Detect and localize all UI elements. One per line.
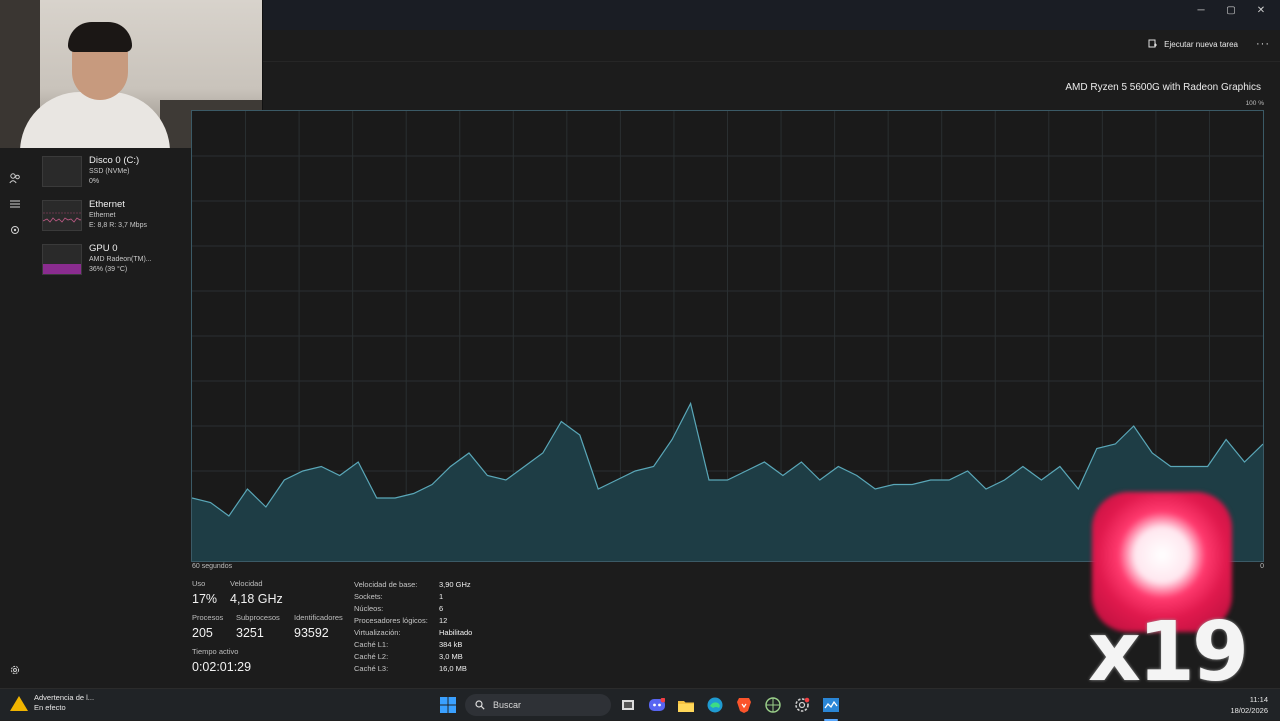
cpu-usage-graph xyxy=(191,110,1264,562)
details-list-icon[interactable] xyxy=(8,198,22,212)
more-options-icon[interactable]: ··· xyxy=(1256,38,1270,50)
uptime-label: Tiempo activo xyxy=(192,647,239,656)
device-name: Disco 0 (C:) xyxy=(89,155,140,166)
device-type: AMD Radeon(TM)... xyxy=(89,256,152,263)
services-icon[interactable] xyxy=(8,224,22,238)
usage-stat: Uso 17% xyxy=(192,579,217,606)
device-ethernet[interactable]: Ethernet Ethernet E: 8,8 R: 3,7 Mbps xyxy=(36,194,188,238)
threads-label: Subprocesos xyxy=(236,613,280,622)
warning-icon xyxy=(10,695,28,711)
uptime-value: 0:02:01:29 xyxy=(192,660,252,674)
taskbar: Advertencia de l... En efecto Buscar 11:… xyxy=(0,688,1280,721)
search-placeholder: Buscar xyxy=(493,700,522,710)
spec-row: Núcleos: 6 xyxy=(354,604,444,613)
cpu-usage-chart xyxy=(192,111,1263,561)
task-manager-window: ─ ▢ ✕ Ejecutar nueva tarea ··· xyxy=(0,0,1270,694)
spec-row: Caché L1: 384 kB xyxy=(354,640,463,649)
spec-row: Procesadores lógicos: 12 xyxy=(354,616,448,625)
cpu-usage-line xyxy=(192,401,1263,517)
new-task-label: Ejecutar nueva tarea xyxy=(1164,39,1238,49)
device-gpu[interactable]: GPU 0 AMD Radeon(TM)... 36% (39 °C) xyxy=(36,238,188,282)
usage-label: Uso xyxy=(192,579,206,588)
threads-value: 3251 xyxy=(236,626,264,640)
new-task-icon xyxy=(1148,39,1158,48)
device-list: Disco 0 (C:) SSD (NVMe) 0% Ethernet Ethe… xyxy=(36,150,188,282)
graph-time-label: 60 segundos xyxy=(192,563,233,570)
warning-title: Advertencia de l... xyxy=(34,693,95,702)
discord-icon[interactable] xyxy=(646,694,668,716)
handles-value: 93592 xyxy=(294,626,329,640)
threads-stat: Subprocesos 3251 xyxy=(236,613,280,640)
maximize-icon[interactable]: ▢ xyxy=(1226,4,1236,16)
cpu-usage-area xyxy=(192,403,1263,561)
app-globe-icon[interactable] xyxy=(762,694,784,716)
disk-thumbnail xyxy=(42,156,82,187)
handles-stat: Identificadores 93592 xyxy=(294,613,343,640)
cpu-model-name: AMD Ryzen 5 5600G with Radeon Graphics xyxy=(1065,82,1261,93)
settings-gear-icon[interactable] xyxy=(8,664,22,678)
device-usage: E: 8,8 R: 3,7 Mbps xyxy=(89,222,147,229)
device-type: SSD (NVMe) xyxy=(89,168,130,175)
usage-value: 17% xyxy=(192,592,218,606)
graph-min-label: 0 xyxy=(1260,563,1264,570)
handles-label: Identificadores xyxy=(294,613,343,622)
device-name: GPU 0 xyxy=(89,243,118,254)
spec-row: Caché L3: 16,0 MB xyxy=(354,664,467,673)
task-view-icon[interactable] xyxy=(617,694,639,716)
combo-overlay: x19 xyxy=(1080,492,1249,694)
warning-subtitle: En efecto xyxy=(34,703,66,712)
minimize-icon[interactable]: ─ xyxy=(1197,4,1205,16)
clock-time: 11:14 xyxy=(1249,695,1268,704)
app-settings-icon[interactable] xyxy=(791,694,813,716)
processes-label: Procesos xyxy=(192,613,224,622)
device-name: Ethernet xyxy=(89,199,125,210)
device-type: Ethernet xyxy=(89,212,116,219)
processes-stat: Procesos 205 xyxy=(192,613,223,640)
brave-browser-icon[interactable] xyxy=(733,694,755,716)
speed-label: Velocidad xyxy=(230,579,263,588)
clock-icon xyxy=(1092,492,1232,632)
speed-value: 4,18 GHz xyxy=(230,592,283,606)
ethernet-thumbnail xyxy=(42,200,82,231)
spec-row: Velocidad de base: 3,90 GHz xyxy=(354,580,471,589)
spec-row: Sockets: 1 xyxy=(354,592,444,601)
clock-date: 18/02/2026 xyxy=(1230,706,1268,715)
system-clock[interactable]: 11:14 18/02/2026 xyxy=(1230,694,1268,716)
windows-logo-icon xyxy=(440,697,456,713)
device-disk[interactable]: Disco 0 (C:) SSD (NVMe) 0% xyxy=(36,150,188,194)
cpu-specs: Velocidad de base: 3,90 GHz Sockets: 1 Núc… xyxy=(354,579,472,675)
device-usage: 36% (39 °C) xyxy=(89,266,128,273)
speed-stat: Velocidad 4,18 GHz xyxy=(230,579,283,606)
search-icon xyxy=(475,700,485,710)
start-button[interactable] xyxy=(437,694,459,716)
processes-value: 205 xyxy=(192,626,213,640)
nav-rail xyxy=(0,148,30,688)
uptime-stat: Tiempo activo 0:02:01:29 xyxy=(192,647,251,674)
search-box[interactable]: Buscar xyxy=(465,694,611,716)
file-explorer-icon[interactable] xyxy=(675,694,697,716)
gpu-thumbnail xyxy=(42,244,82,275)
edge-browser-icon[interactable] xyxy=(704,694,726,716)
close-icon[interactable]: ✕ xyxy=(1256,4,1266,16)
spec-row: Virtualización: Habilitado xyxy=(354,628,473,637)
device-usage: 0% xyxy=(89,178,100,185)
weather-warning-widget[interactable]: Advertencia de l... En efecto xyxy=(10,693,94,713)
multiplier-text: x19 xyxy=(1088,605,1249,700)
users-icon[interactable] xyxy=(8,172,22,186)
spec-row: Caché L2: 3,0 MB xyxy=(354,652,463,661)
graph-max-label: 100 % xyxy=(1245,100,1264,107)
task-manager-taskbar-icon[interactable] xyxy=(820,694,842,721)
new-task-button[interactable]: Ejecutar nueva tarea xyxy=(1148,39,1238,49)
